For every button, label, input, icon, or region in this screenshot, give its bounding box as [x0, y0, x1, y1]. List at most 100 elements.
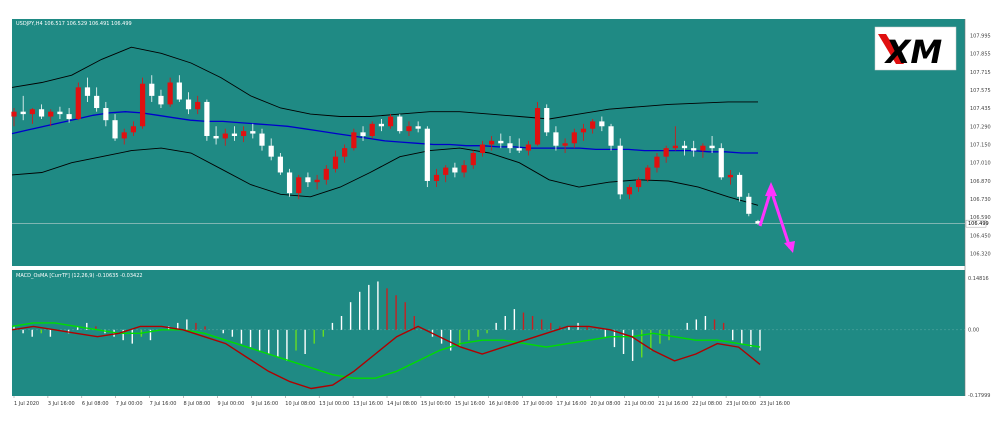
- candle-body: [11, 111, 17, 117]
- candle-body: [672, 145, 678, 149]
- candle-body: [599, 121, 605, 127]
- candle-body: [342, 148, 348, 157]
- candle-body: [286, 172, 293, 194]
- candle-body: [204, 101, 210, 136]
- time-tick-label: 13 Jul 00:00: [319, 401, 349, 407]
- candle-body: [590, 121, 596, 129]
- price-tick-label: 107.150: [970, 143, 991, 149]
- candle-body: [57, 111, 63, 115]
- candle-body: [360, 132, 366, 136]
- candle-body: [709, 145, 715, 149]
- candle-body: [332, 156, 339, 169]
- candle-body: [681, 145, 688, 149]
- candle-body: [268, 145, 274, 157]
- candle-body: [176, 82, 182, 100]
- xm-logo-slash: [878, 34, 904, 64]
- time-tick-label: 23 Jul 16:00: [760, 401, 790, 407]
- candle-body: [562, 143, 568, 146]
- candle-body: [323, 168, 329, 180]
- price-tick-label: 106.730: [970, 197, 991, 203]
- candle-body: [305, 177, 311, 183]
- candle-body: [553, 132, 559, 146]
- arrow-head-up: [765, 182, 777, 196]
- candle-body: [663, 148, 669, 157]
- candle-body: [66, 114, 72, 119]
- time-tick-label: 15 Jul 16:00: [455, 401, 485, 407]
- axis-strip: [965, 19, 987, 396]
- candle-body: [608, 126, 614, 146]
- xm-logo: XM: [874, 26, 957, 71]
- candle-body: [645, 167, 651, 180]
- candle-body: [617, 145, 623, 195]
- candle-body: [443, 167, 449, 175]
- candle-body: [691, 148, 697, 151]
- candle-body: [700, 145, 706, 151]
- candle-body: [718, 148, 724, 178]
- time-tick-label: 22 Jul 08:00: [692, 401, 722, 407]
- candle-body: [755, 221, 761, 224]
- candle-body: [38, 109, 45, 117]
- price-tick-label: 106.320: [970, 252, 991, 258]
- candle-body: [489, 140, 495, 145]
- candle-body: [397, 116, 403, 132]
- candle-body: [452, 167, 458, 173]
- candle-body: [231, 133, 238, 136]
- candle-body: [378, 123, 385, 127]
- candle-body: [158, 95, 164, 105]
- time-tick-label: 15 Jul 00:00: [421, 401, 451, 407]
- candle-body: [94, 95, 100, 109]
- candle-body: [314, 179, 320, 183]
- arrow-head-down: [784, 241, 795, 253]
- candle-body: [737, 174, 743, 197]
- candle-body: [461, 165, 467, 173]
- price-tick-label: 107.995: [970, 34, 991, 40]
- candle-body: [406, 126, 412, 132]
- price-tick-label: 106.450: [970, 233, 991, 239]
- time-tick-label: 9 Jul 16:00: [251, 401, 278, 407]
- time-tick-label: 14 Jul 08:00: [387, 401, 417, 407]
- candle-body: [195, 101, 201, 110]
- candle-body: [654, 156, 660, 168]
- candle-body: [48, 111, 54, 117]
- candle-body: [296, 177, 302, 194]
- candle-body: [222, 133, 228, 139]
- time-tick-label: 17 Jul 16:00: [557, 401, 587, 407]
- candle-body: [626, 187, 633, 195]
- candle-body: [580, 128, 587, 133]
- candle-body: [498, 140, 504, 144]
- current-price-label: 106.499: [968, 221, 989, 227]
- macd-tick-label: 0.14816: [968, 276, 989, 282]
- price-tick-label: 107.855: [970, 52, 991, 58]
- time-tick-label: 21 Jul 16:00: [658, 401, 688, 407]
- candle-body: [369, 123, 375, 136]
- candle-body: [250, 131, 256, 134]
- candle-body: [259, 133, 265, 146]
- time-tick-label: 10 Jul 08:00: [285, 401, 315, 407]
- candle-body: [571, 132, 577, 144]
- candle-body: [727, 174, 734, 178]
- macd-tick-label: 0.00: [968, 327, 979, 333]
- candle-body: [415, 126, 421, 129]
- price-chart-title: USDJPY,H4 106.517 106.529 106.491 106.49…: [16, 21, 132, 27]
- time-tick-label: 6 Jul 08:00: [82, 401, 109, 407]
- candle-body: [103, 108, 109, 121]
- candle-body: [112, 120, 118, 139]
- macd-tick-label: -0.17999: [968, 393, 990, 399]
- macd-title: MACD_OsMA [CurrTF] (12,26,9) -0.10635 -0…: [16, 273, 143, 279]
- price-tick-label: 107.010: [970, 161, 991, 167]
- candle-body: [139, 83, 146, 127]
- price-tick-label: 107.290: [970, 124, 991, 130]
- time-tick-label: 20 Jul 08:00: [590, 401, 620, 407]
- price-tick-label: 107.575: [970, 88, 991, 94]
- time-tick-label: 13 Jul 16:00: [353, 401, 383, 407]
- xm-logo-text: XM: [884, 33, 943, 71]
- candle-body: [534, 108, 541, 145]
- candle-body: [470, 153, 476, 166]
- price-tick-label: 107.435: [970, 106, 991, 112]
- macd-signal-line: [11, 322, 761, 379]
- macd-panel: [12, 270, 965, 396]
- candle-body: [544, 108, 550, 133]
- moving-average-line: [11, 111, 758, 154]
